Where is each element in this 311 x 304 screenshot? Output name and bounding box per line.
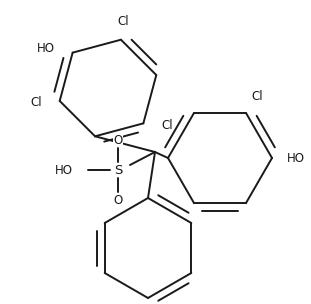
Text: Cl: Cl [161, 119, 173, 132]
Text: O: O [114, 133, 123, 147]
Text: Cl: Cl [251, 90, 262, 103]
Text: O: O [114, 194, 123, 206]
Text: HO: HO [55, 164, 73, 177]
Text: Cl: Cl [117, 15, 129, 28]
Text: HO: HO [287, 151, 305, 164]
Text: Cl: Cl [30, 96, 42, 109]
Text: HO: HO [37, 42, 55, 55]
Text: S: S [114, 164, 122, 177]
